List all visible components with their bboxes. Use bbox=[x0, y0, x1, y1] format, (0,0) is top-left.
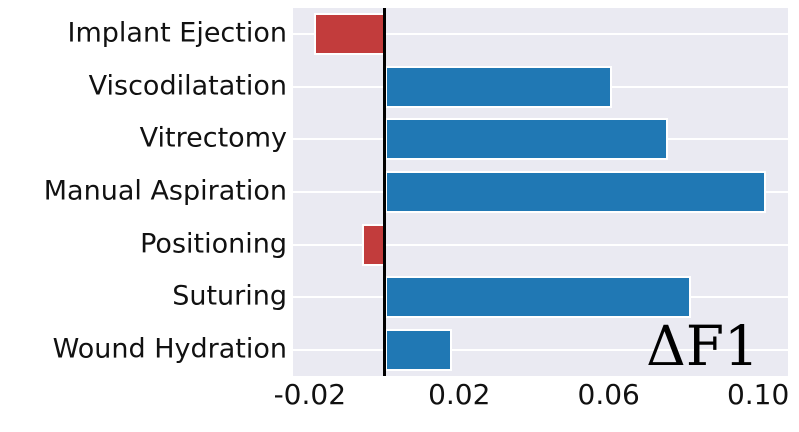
category-label: Implant Ejection bbox=[67, 17, 287, 49]
category-label: Wound Hydration bbox=[52, 333, 287, 365]
bar-viscodilatation bbox=[384, 65, 613, 108]
bar-manual-aspiration bbox=[384, 171, 766, 213]
category-label: Suturing bbox=[172, 280, 287, 312]
bar-vitrectomy bbox=[384, 118, 669, 161]
bar-wound-hydration bbox=[384, 328, 452, 371]
delta-f1-annotation: ΔF1 bbox=[646, 314, 759, 378]
category-label: Manual Aspiration bbox=[43, 175, 287, 207]
plot-area: ΔF1 bbox=[293, 8, 788, 376]
bar-implant-ejection bbox=[313, 13, 385, 56]
gridline bbox=[293, 33, 788, 36]
zero-axis-line bbox=[383, 8, 387, 376]
y-axis-category-labels: Implant Ejection Viscodilatation Vitrectom… bbox=[0, 8, 287, 376]
x-tick-label: 0.06 bbox=[577, 378, 640, 411]
category-label: Viscodilatation bbox=[88, 70, 287, 102]
category-label: Vitrectomy bbox=[139, 122, 287, 154]
x-tick-label: -0.02 bbox=[273, 378, 347, 411]
gridline bbox=[293, 243, 788, 246]
x-tick-label: 0.02 bbox=[428, 378, 491, 411]
gridline bbox=[293, 348, 788, 351]
x-axis-tick-labels: -0.02 0.02 0.06 0.10 bbox=[0, 378, 799, 416]
bar-suturing bbox=[384, 276, 691, 319]
x-tick-label: 0.10 bbox=[726, 378, 790, 411]
category-label: Positioning bbox=[140, 227, 287, 259]
bar-positioning bbox=[362, 223, 385, 266]
